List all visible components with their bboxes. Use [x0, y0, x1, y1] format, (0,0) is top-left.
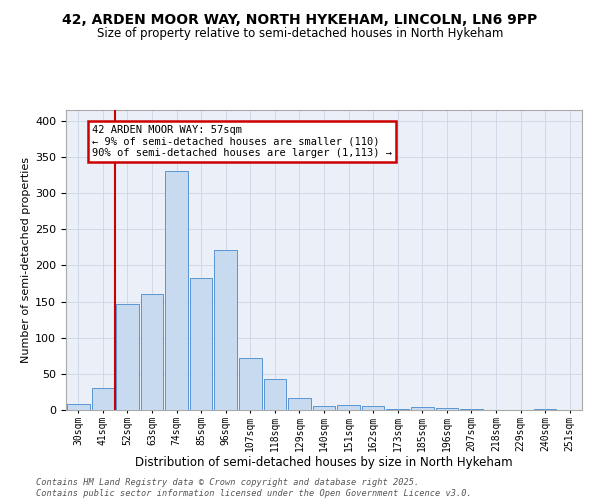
Bar	[313, 406, 335, 410]
Bar	[362, 406, 385, 410]
Bar	[263, 379, 286, 410]
Text: Size of property relative to semi-detached houses in North Hykeham: Size of property relative to semi-detach…	[97, 28, 503, 40]
Bar	[92, 388, 114, 410]
Bar	[436, 408, 458, 410]
Bar	[214, 250, 237, 410]
Bar	[140, 294, 163, 410]
Bar	[337, 405, 360, 410]
X-axis label: Distribution of semi-detached houses by size in North Hykeham: Distribution of semi-detached houses by …	[135, 456, 513, 469]
Y-axis label: Number of semi-detached properties: Number of semi-detached properties	[21, 157, 31, 363]
Bar	[411, 407, 434, 410]
Bar	[190, 278, 212, 410]
Bar	[239, 358, 262, 410]
Bar	[288, 398, 311, 410]
Text: 42, ARDEN MOOR WAY, NORTH HYKEHAM, LINCOLN, LN6 9PP: 42, ARDEN MOOR WAY, NORTH HYKEHAM, LINCO…	[62, 12, 538, 26]
Text: Contains HM Land Registry data © Crown copyright and database right 2025.
Contai: Contains HM Land Registry data © Crown c…	[36, 478, 472, 498]
Bar	[116, 304, 139, 410]
Bar	[67, 404, 89, 410]
Bar	[165, 172, 188, 410]
Text: 42 ARDEN MOOR WAY: 57sqm
← 9% of semi-detached houses are smaller (110)
90% of s: 42 ARDEN MOOR WAY: 57sqm ← 9% of semi-de…	[92, 125, 392, 158]
